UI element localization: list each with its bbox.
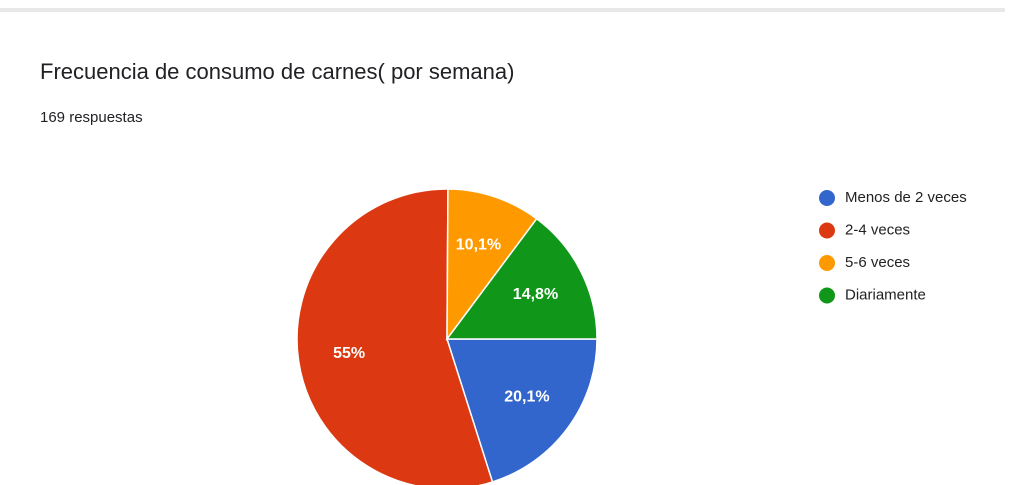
legend-swatch	[819, 255, 835, 271]
chart-title: Frecuencia de consumo de carnes( por sem…	[40, 59, 514, 84]
chart-subtitle: 169 respuestas	[40, 109, 143, 126]
legend-swatch	[819, 190, 835, 206]
legend-label: 5-6 veces	[845, 254, 910, 271]
slice-label: 14,8%	[513, 286, 558, 303]
pie-slice	[446, 188, 538, 342]
legend-swatch	[819, 287, 835, 304]
slice-label: 55%	[333, 345, 365, 362]
pie-slice	[296, 188, 494, 485]
top-divider	[0, 8, 1005, 12]
legend-label: Menos de 2 veces	[845, 189, 967, 206]
pie-slice	[445, 217, 598, 340]
legend-label: Diariamente	[845, 286, 926, 303]
legend-label: 2-4 veces	[845, 221, 910, 238]
pie-slice	[445, 338, 598, 483]
slice-label: 10,1%	[456, 236, 501, 253]
legend-swatch	[819, 222, 835, 239]
slice-label: 20,1%	[504, 389, 549, 406]
